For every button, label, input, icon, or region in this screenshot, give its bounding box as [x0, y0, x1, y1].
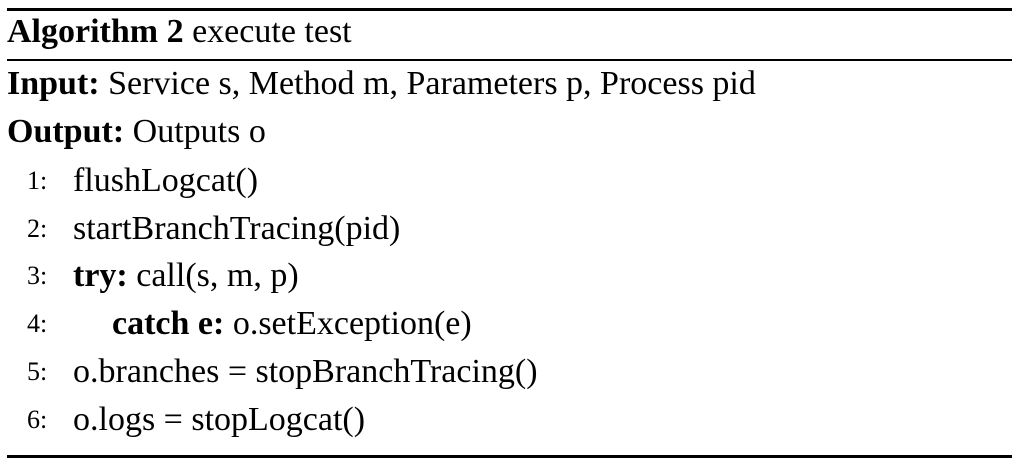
step-text: o.setException(e)	[232, 305, 472, 342]
caption-rule	[7, 59, 1012, 61]
step-number: 1:	[27, 166, 48, 195]
step-code: flushLogcat()	[73, 162, 259, 199]
bottom-rule	[7, 455, 1012, 458]
algorithm-title: execute test	[192, 13, 352, 50]
step-code: startBranchTracing(pid)	[73, 210, 401, 247]
step-code: try: call(s, m, p)	[73, 259, 299, 293]
algorithm-caption: Algorithm 2 execute test	[7, 15, 352, 49]
output-text: Outputs o	[132, 113, 266, 150]
output-label: Output:	[7, 113, 125, 150]
input-label: Input:	[7, 65, 100, 102]
step-number: 2:	[27, 214, 48, 243]
step-keyword-try: try:	[73, 257, 128, 294]
input-line: Input: Service s, Method m, Parameters p…	[7, 67, 756, 101]
top-rule	[7, 8, 1012, 11]
step-text: call(s, m, p)	[136, 257, 299, 294]
step-code: o.branches = stopBranchTracing()	[73, 353, 538, 390]
step-code: catch e: o.setException(e)	[112, 307, 472, 341]
step-keyword-catch: catch e:	[112, 305, 225, 342]
output-line: Output: Outputs o	[7, 115, 266, 149]
step-number: 5:	[27, 357, 48, 386]
step-number: 6:	[27, 405, 48, 434]
step-number: 3:	[27, 261, 48, 290]
input-text: Service s, Method m, Parameters p, Proce…	[108, 65, 756, 102]
algorithm-label: Algorithm 2	[7, 13, 184, 50]
step-number: 4:	[27, 309, 48, 338]
step-code: o.logs = stopLogcat()	[73, 401, 366, 438]
